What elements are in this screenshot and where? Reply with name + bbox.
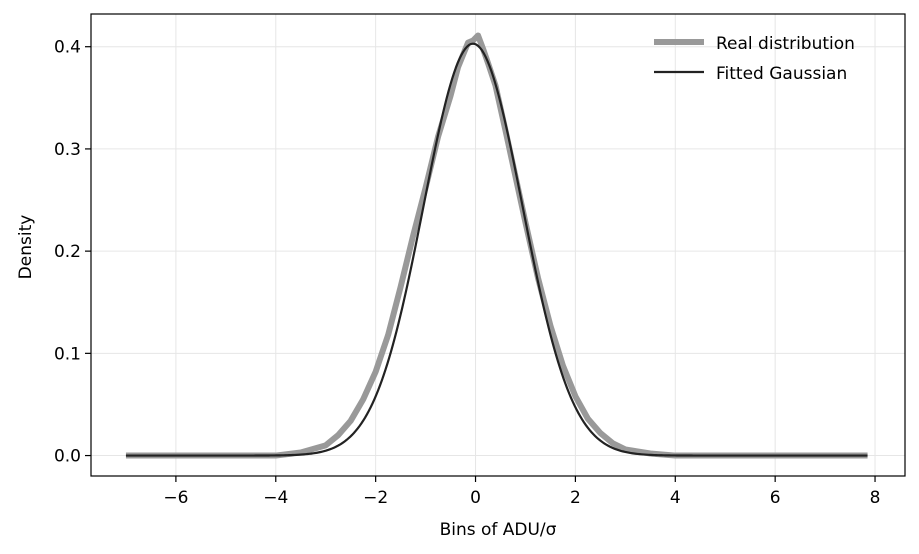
x-tick-label: 0 (470, 488, 481, 508)
x-tick-label: −2 (363, 488, 388, 508)
x-axis: −6 −4 −2 0 2 4 6 8 (163, 476, 880, 508)
x-tick-label: 2 (570, 488, 581, 508)
y-tick-label: 0.4 (54, 38, 81, 58)
series-real-distribution (125, 32, 868, 459)
x-tick-label: −6 (163, 488, 188, 508)
real-distribution-line (125, 32, 868, 459)
legend-label-fitted-gaussian: Fitted Gaussian (716, 64, 847, 84)
legend: Real distribution Fitted Gaussian (654, 34, 855, 84)
legend-label-real-distribution: Real distribution (716, 34, 855, 54)
y-axis-label: Density (16, 215, 36, 280)
x-tick-label: −4 (263, 488, 288, 508)
fitted-gaussian-line (125, 42, 868, 457)
y-tick-label: 0.1 (54, 344, 81, 364)
x-axis-label: Bins of ADU/σ (440, 520, 557, 540)
x-tick-label: 8 (870, 488, 881, 508)
series-fitted-gaussian (125, 42, 868, 457)
y-tick-label: 0.0 (54, 447, 81, 467)
y-axis: 0.0 0.1 0.2 0.3 0.4 (54, 38, 91, 467)
x-tick-label: 6 (770, 488, 781, 508)
plot-frame (90, 13, 906, 477)
y-tick-label: 0.3 (54, 140, 81, 160)
x-tick-label: 4 (670, 488, 681, 508)
y-tick-label: 0.2 (54, 242, 81, 262)
